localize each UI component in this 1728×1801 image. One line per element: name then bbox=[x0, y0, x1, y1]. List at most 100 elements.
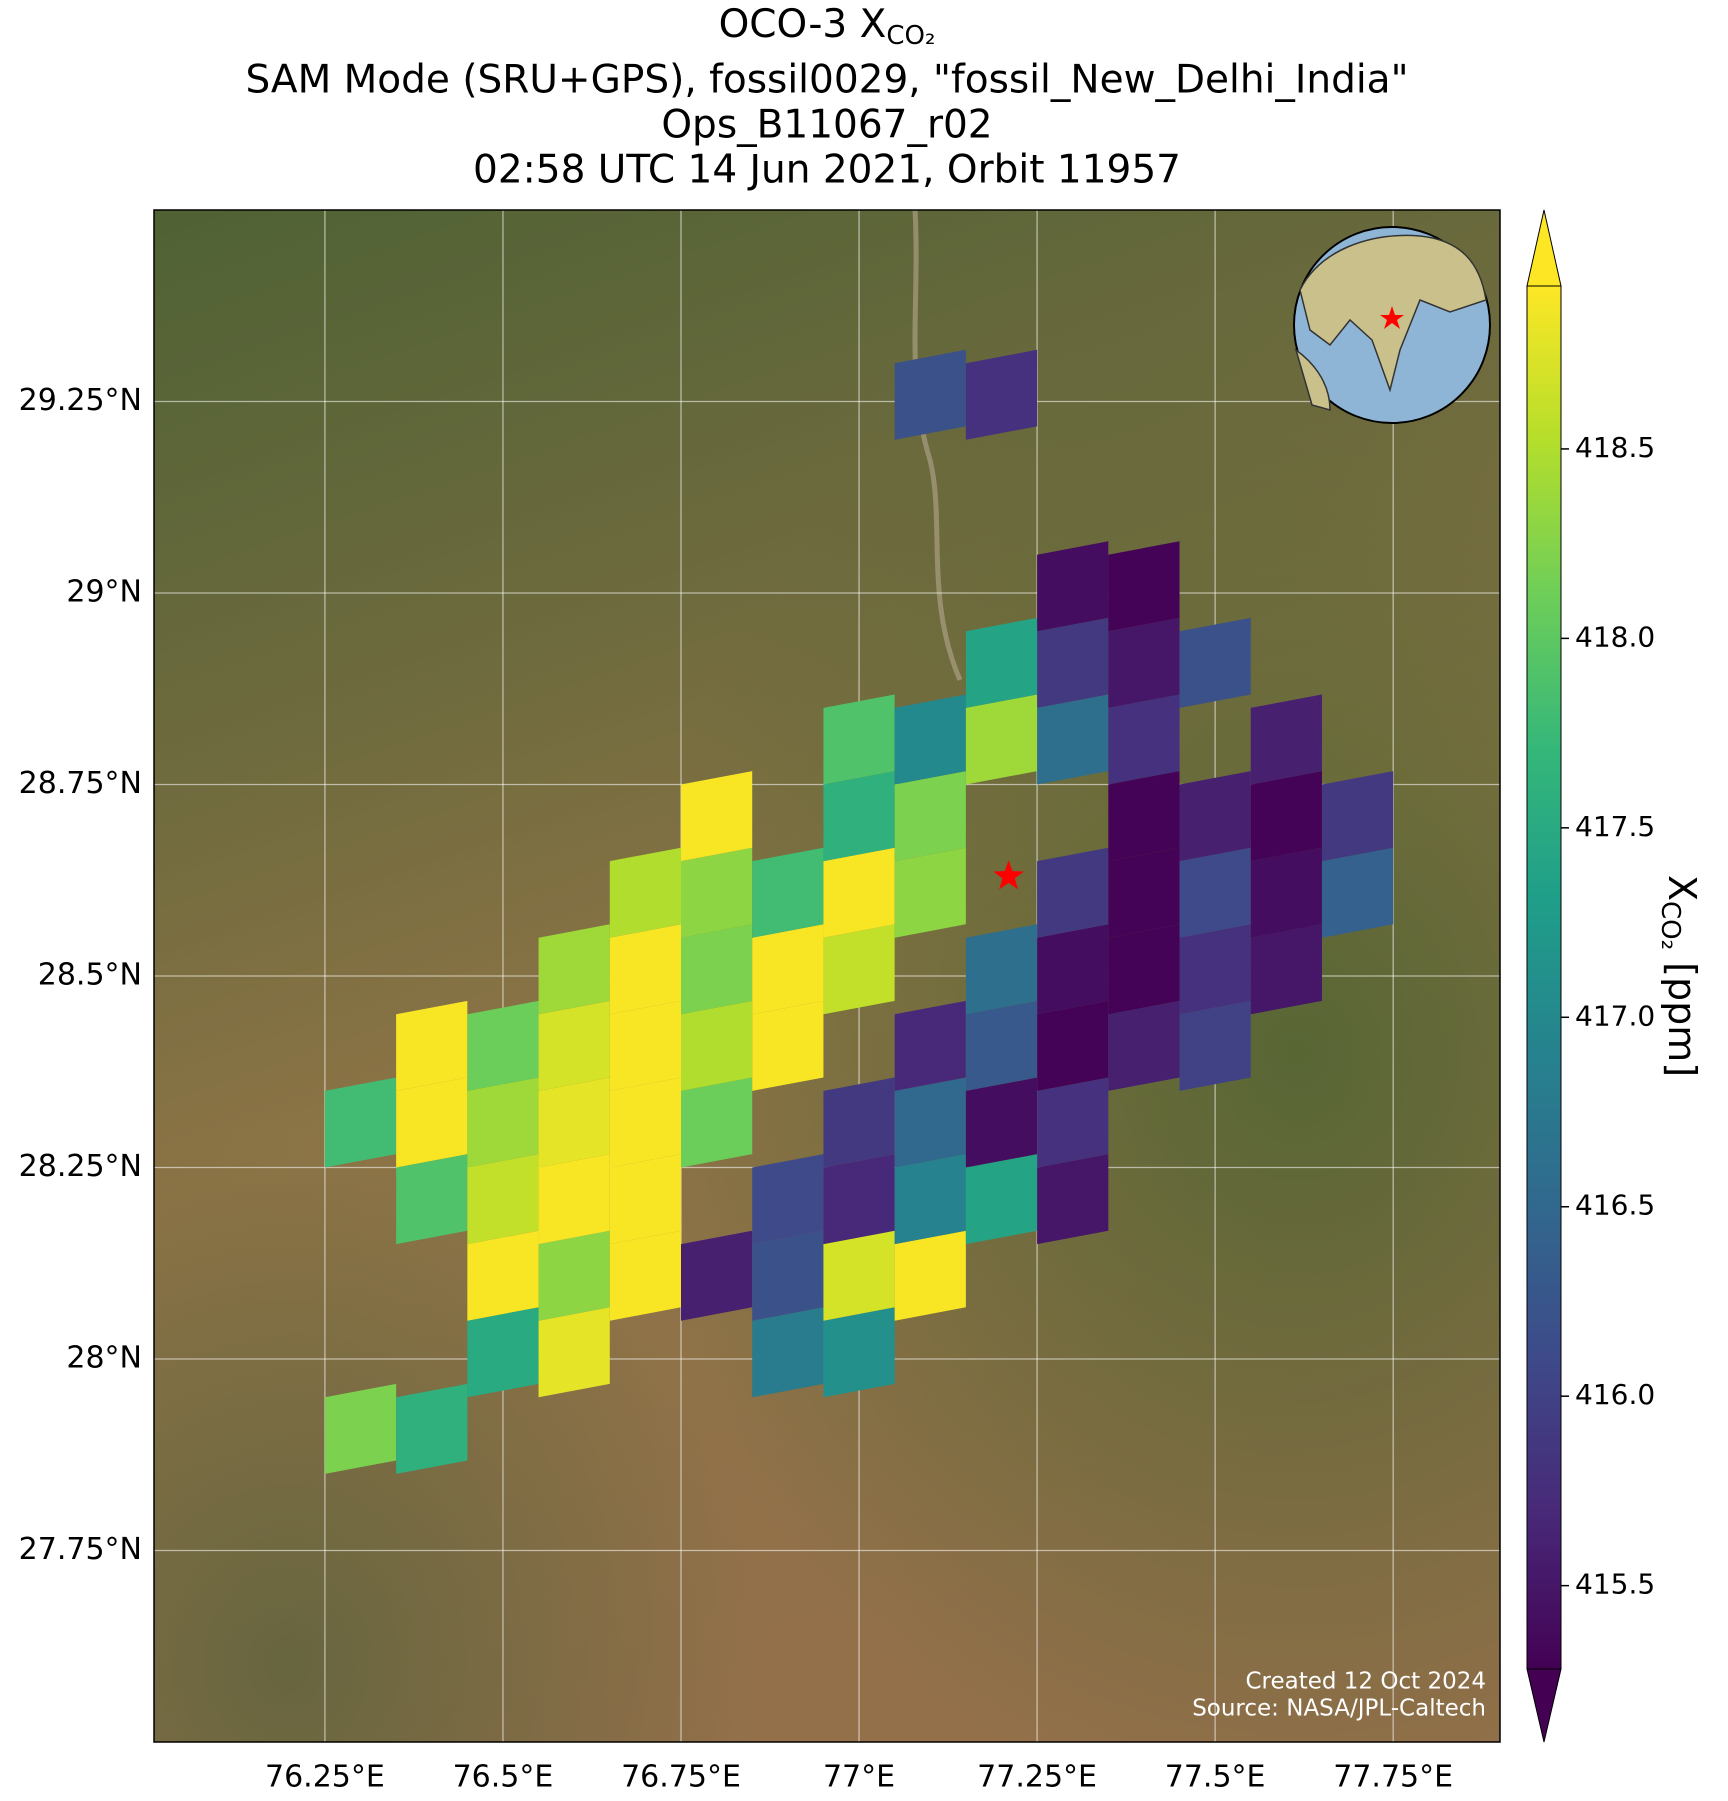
colorbar-label-subscript: CO₂ bbox=[1656, 901, 1686, 950]
x-tick-label: 77.5°E bbox=[1165, 1760, 1266, 1795]
sounding bbox=[965, 1077, 1038, 1168]
sounding bbox=[609, 1077, 682, 1168]
sounding bbox=[752, 1230, 824, 1321]
sounding bbox=[1250, 924, 1322, 1015]
y-tick-label: 28°N bbox=[66, 1341, 142, 1376]
axes: 76.25°E 76.5°E 76.75°E 77°E 77.25°E 77.5°E 77.… bbox=[19, 383, 1453, 1795]
title-line: SAM Mode (SRU+GPS), fossil0029, "fossil_… bbox=[245, 58, 1408, 103]
sounding bbox=[538, 1000, 610, 1091]
sounding bbox=[396, 1154, 468, 1245]
credit-text: Source: NASA/JPL-Caltech bbox=[1192, 1696, 1486, 1722]
sounding bbox=[1179, 771, 1251, 862]
globe-inset bbox=[1293, 226, 1491, 424]
sounding bbox=[965, 617, 1038, 708]
sounding bbox=[609, 1000, 682, 1091]
sounding bbox=[1108, 1000, 1180, 1091]
sounding bbox=[965, 1000, 1038, 1091]
title: OCO-3 XCO₂ SAM Mode (SRU+GPS), fossil0029… bbox=[245, 2, 1408, 193]
sounding bbox=[609, 847, 682, 938]
sounding bbox=[894, 349, 966, 440]
sounding bbox=[609, 924, 682, 1015]
sounding bbox=[894, 694, 966, 785]
sounding bbox=[1108, 694, 1180, 785]
sounding bbox=[823, 1307, 895, 1398]
sounding bbox=[894, 1230, 966, 1321]
colorbar-gradient bbox=[1526, 285, 1562, 1670]
sounding bbox=[752, 1000, 824, 1091]
sounding bbox=[396, 1000, 468, 1091]
sounding bbox=[752, 924, 824, 1015]
x-tick-label: 77.75°E bbox=[1333, 1760, 1453, 1795]
colorbar-tick-label: 418.0 bbox=[1575, 620, 1655, 653]
sounding bbox=[538, 924, 610, 1015]
sounding bbox=[324, 1383, 397, 1474]
sounding bbox=[681, 1000, 753, 1091]
globe-land bbox=[1294, 348, 1331, 411]
sounding bbox=[1037, 541, 1109, 632]
x-tick-label: 76.25°E bbox=[265, 1760, 385, 1795]
colorbar: 415.5 416.0 416.5 417.0 417.5 418.0 418.5 XCO₂ … bbox=[1526, 209, 1705, 1743]
y-tick-label: 28.25°N bbox=[19, 1149, 142, 1184]
colorbar-tick-label: 417.0 bbox=[1575, 999, 1655, 1032]
sounding bbox=[823, 1154, 895, 1245]
title-line: Ops_B11067_r02 bbox=[661, 103, 992, 148]
sounding bbox=[1250, 847, 1322, 938]
sounding bbox=[1321, 771, 1394, 862]
colorbar-tick-label: 416.5 bbox=[1575, 1189, 1655, 1222]
sounding bbox=[1179, 1000, 1251, 1091]
y-tick-label: 29°N bbox=[66, 575, 142, 610]
sounding bbox=[538, 1230, 610, 1321]
colorbar-tick-label: 415.5 bbox=[1575, 1568, 1655, 1601]
sounding bbox=[1037, 694, 1109, 785]
sounding bbox=[324, 1077, 397, 1168]
globe-target bbox=[1380, 306, 1404, 329]
sounding bbox=[823, 771, 895, 862]
sounding bbox=[467, 1077, 539, 1168]
sounding bbox=[1250, 771, 1322, 862]
sounding bbox=[1108, 924, 1180, 1015]
y-tick-label: 27.75°N bbox=[19, 1532, 142, 1567]
sounding bbox=[1108, 847, 1180, 938]
sounding bbox=[538, 1154, 610, 1245]
sounding bbox=[823, 847, 895, 938]
x-tick-label: 76.75°E bbox=[621, 1760, 741, 1795]
colorbar-extend-min bbox=[1526, 1668, 1562, 1743]
sounding bbox=[894, 771, 966, 862]
sounding bbox=[1108, 541, 1180, 632]
sounding bbox=[1179, 924, 1251, 1015]
sounding bbox=[681, 847, 753, 938]
sounding bbox=[1321, 847, 1394, 938]
markers bbox=[993, 860, 1024, 890]
y-tick-label: 28.75°N bbox=[19, 766, 142, 801]
colorbar-extend-max bbox=[1526, 209, 1562, 287]
target-marker bbox=[993, 860, 1024, 890]
map-frame bbox=[153, 209, 1501, 1743]
sounding bbox=[823, 1077, 895, 1168]
y-tick-label: 28.5°N bbox=[38, 958, 142, 993]
sounding bbox=[823, 694, 895, 785]
colorbar-tick-label: 416.0 bbox=[1575, 1378, 1655, 1411]
sounding bbox=[1037, 1000, 1109, 1091]
sounding bbox=[538, 1077, 610, 1168]
sounding bbox=[752, 1154, 824, 1245]
colorbar-label-unit: [ppm] bbox=[1661, 950, 1705, 1077]
title-subscript: CO₂ bbox=[886, 21, 935, 51]
soundings bbox=[324, 349, 1394, 1474]
sounding bbox=[467, 1307, 539, 1398]
sounding bbox=[681, 1077, 753, 1168]
sounding bbox=[1179, 847, 1251, 938]
sounding bbox=[823, 1230, 895, 1321]
sounding bbox=[467, 1230, 539, 1321]
sounding bbox=[965, 924, 1038, 1015]
sounding bbox=[1037, 1154, 1109, 1245]
colorbar-tick-label: 418.5 bbox=[1575, 431, 1655, 464]
credit-text: Created 12 Oct 2024 bbox=[1245, 1669, 1486, 1695]
sounding bbox=[681, 771, 753, 862]
sounding bbox=[1108, 771, 1180, 862]
sounding bbox=[1037, 847, 1109, 938]
river bbox=[912, 210, 963, 682]
sounding bbox=[396, 1383, 468, 1474]
